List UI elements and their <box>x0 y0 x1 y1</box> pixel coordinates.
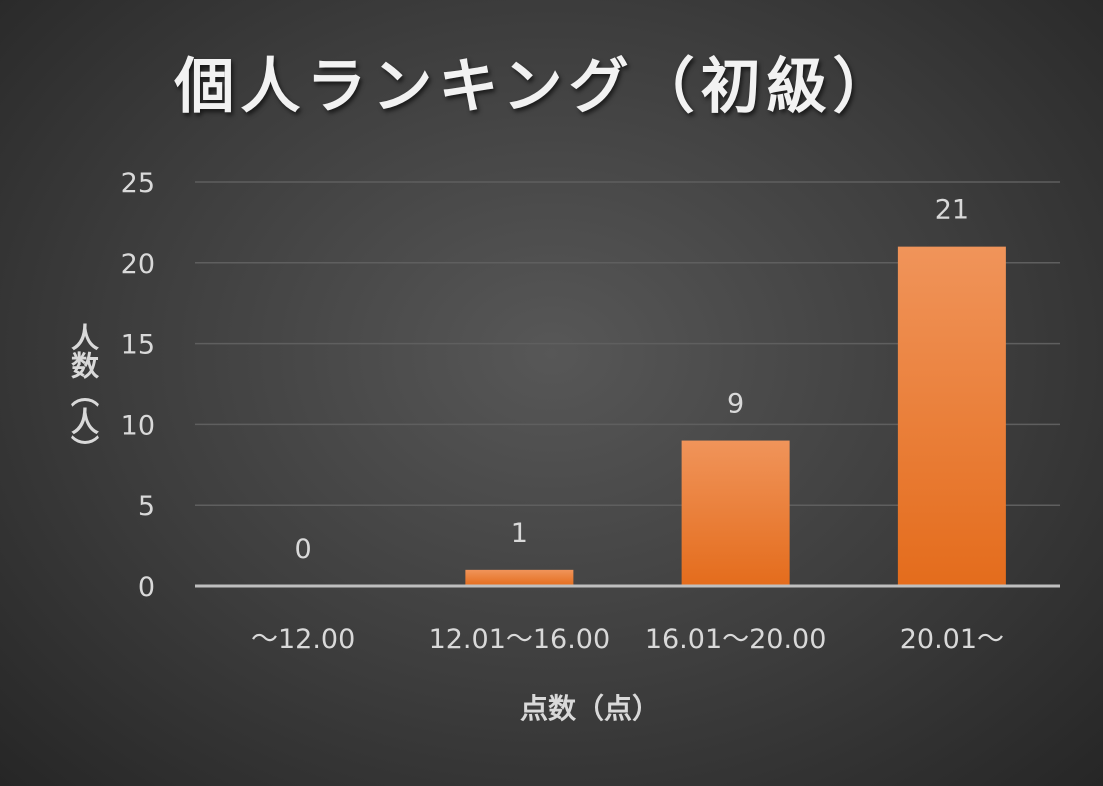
x-axis-label: 点数（点） <box>519 692 660 725</box>
data-label: 0 <box>295 534 312 565</box>
bar <box>897 246 1006 586</box>
y-tick-labels: 0 5 10 15 20 25 <box>121 168 155 603</box>
data-label: 1 <box>511 518 528 549</box>
y-tick-label: 15 <box>121 330 155 361</box>
bar <box>465 569 574 586</box>
x-tick-labels: ～12.00 12.01～16.00 16.01～20.00 20.01～ <box>251 624 1004 655</box>
y-tick-label: 5 <box>138 491 155 522</box>
x-tick-label: ～12.00 <box>251 624 355 655</box>
x-tick-label: 20.01～ <box>900 624 1004 655</box>
x-tick-label: 16.01～20.00 <box>645 624 827 655</box>
bars <box>465 246 1006 586</box>
data-label: 21 <box>935 195 969 226</box>
y-tick-label: 20 <box>121 249 155 280</box>
bar <box>681 440 790 586</box>
data-label: 9 <box>727 389 744 420</box>
y-axis-label: 人数（人） <box>67 323 100 463</box>
y-tick-label: 25 <box>121 168 155 199</box>
y-tick-label: 0 <box>138 572 155 603</box>
y-tick-label: 10 <box>121 410 155 441</box>
data-labels: 0 1 9 21 <box>295 195 970 565</box>
x-tick-label: 12.01～16.00 <box>429 624 611 655</box>
chart-title: 個人ランキング（初級） <box>174 52 899 122</box>
